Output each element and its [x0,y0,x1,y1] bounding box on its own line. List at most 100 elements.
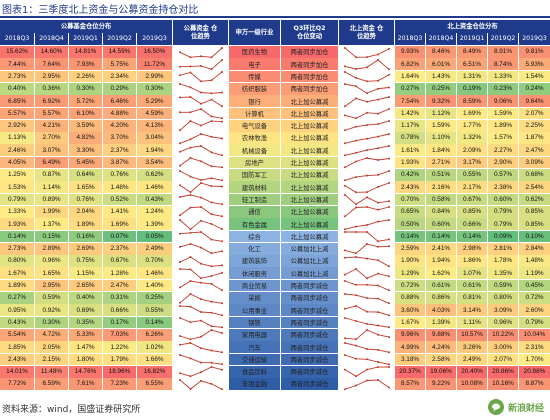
north-fund-cell: 9.32% [426,95,456,107]
sparkline-point [179,83,181,86]
sparkline-point [189,255,192,258]
public-fund-quarter-header: 2019Q1 [69,33,102,45]
north-fund-cell: 0.09% [488,230,518,243]
sparkline-point [179,286,181,289]
north-fund-cell: 2.27% [488,144,518,157]
sparkline-point [388,47,390,50]
sparkline-point [210,98,213,101]
sparkline-point [210,176,213,179]
north-fund-trend-sparkline [344,120,390,132]
sparkline-point [344,65,346,68]
north-fund-cell: 2.17% [457,181,487,194]
north-fund-cell: 1.59% [488,107,518,120]
north-fund-cell: 1.90% [395,255,425,267]
public-fund-cell: 2.65% [69,279,102,292]
north-fund-cell: 1.93% [395,156,425,169]
north-fund-cell: 2.25% [519,119,550,132]
north-fund-cell: 8.59% [457,95,487,107]
public-fund-cell: 5.54% [0,328,34,341]
north-fund-trend-sparkline [344,46,390,58]
sparkline-point [210,222,213,225]
public-fund-cell: 4.05% [0,156,34,169]
sparkline-point [221,203,223,206]
sparkline-point [179,260,181,263]
chat-bubble-icon [487,399,504,415]
public-fund-cell: 0.64% [69,169,102,181]
sparkline-point [344,273,346,276]
public-fund-cell: 0.92% [35,304,68,317]
sparkline-point [344,129,346,132]
sparkline-point [200,64,202,67]
north-fund-trend-sparkline [344,132,390,144]
sparkline-point [189,387,192,390]
north-fund-cell: 1.87% [519,132,550,144]
public-fund-cell: 0.43% [0,316,34,329]
north-fund-cell: 0.23% [488,82,518,95]
north-fund-cell: 1.69% [457,107,487,120]
position-change-cell: 北上加公募减 [281,169,338,181]
position-change-cell: 北上加公募减 [281,181,338,194]
north-fund-cell: 9.93% [395,46,425,58]
sparkline-point [355,304,357,307]
public-fund-cell: 1.89% [0,279,34,292]
public-fund-cell: 0.52% [103,193,136,206]
north-fund-cell: 1.89% [488,119,518,132]
north-fund-trend-sparkline [344,108,390,120]
sparkline-point [377,324,379,327]
public-fund-cell: 7.23% [103,378,136,390]
north-fund-cell: 2.90% [488,156,518,169]
public-fund-cell: 0.36% [35,82,68,95]
north-fund-cell: 4.03% [426,304,456,317]
sparkline-point [189,280,192,283]
sparkline-point [189,86,192,89]
public-fund-cell: 7.93% [69,58,102,71]
sparkline-point [366,80,368,83]
public-fund-cell: 0.69% [69,304,102,317]
sparkline-point [344,184,346,187]
public-fund-cell: 1.28% [103,267,136,280]
public-fund-quarter-header: 2018Q3 [0,33,34,45]
north-fund-cell: 8.87% [519,378,550,390]
sparkline-point [200,102,202,105]
sparkline-point [366,368,368,371]
public-fund-trend-header: 公募资金 仓位趋势 [173,20,228,45]
north-fund-cell: 20.88% [519,365,550,378]
sparkline-point [377,79,379,82]
sparkline-point [388,314,390,317]
public-fund-cell: 16.82% [137,365,172,378]
sparkline-point [388,363,390,366]
sparkline-point [200,132,202,135]
sparkline-point [388,245,390,248]
sparkline-point [366,124,368,127]
public-fund-trend-sparkline [179,354,223,366]
sparkline-point [200,54,202,57]
sparkline-point [344,104,346,107]
public-fund-cell: 5.57% [35,107,68,120]
sparkline-path [179,157,223,168]
public-fund-cell: 5.45% [69,156,102,169]
public-fund-trend-sparkline [179,341,223,353]
sparkline-point [355,384,357,387]
sparkline-point [200,277,202,280]
north-fund-cell: 0.62% [519,193,550,206]
public-fund-cell: 1.85% [0,341,34,353]
sparkline-point [366,310,368,313]
public-fund-cell: 6.92% [35,95,68,107]
public-fund-cell: 14.59% [103,46,136,58]
north-fund-trend-sparkline [344,157,390,169]
public-fund-cell: 1.41% [103,205,136,218]
sparkline-point [179,50,181,53]
public-fund-cell: 0.29% [103,82,136,95]
sparkline-point [377,246,379,249]
sparkline-path [179,206,223,218]
sparkline-point [344,387,346,390]
sparkline-point [366,322,368,325]
public-fund-cell: 0.25% [137,292,172,304]
sparkline-point [210,329,213,332]
sparkline-point [344,215,346,218]
sparkline-point [355,175,357,178]
sparkline-point [179,74,181,77]
sparkline-point [344,280,346,283]
sparkline-point [355,252,357,255]
sparkline-point [355,293,357,296]
